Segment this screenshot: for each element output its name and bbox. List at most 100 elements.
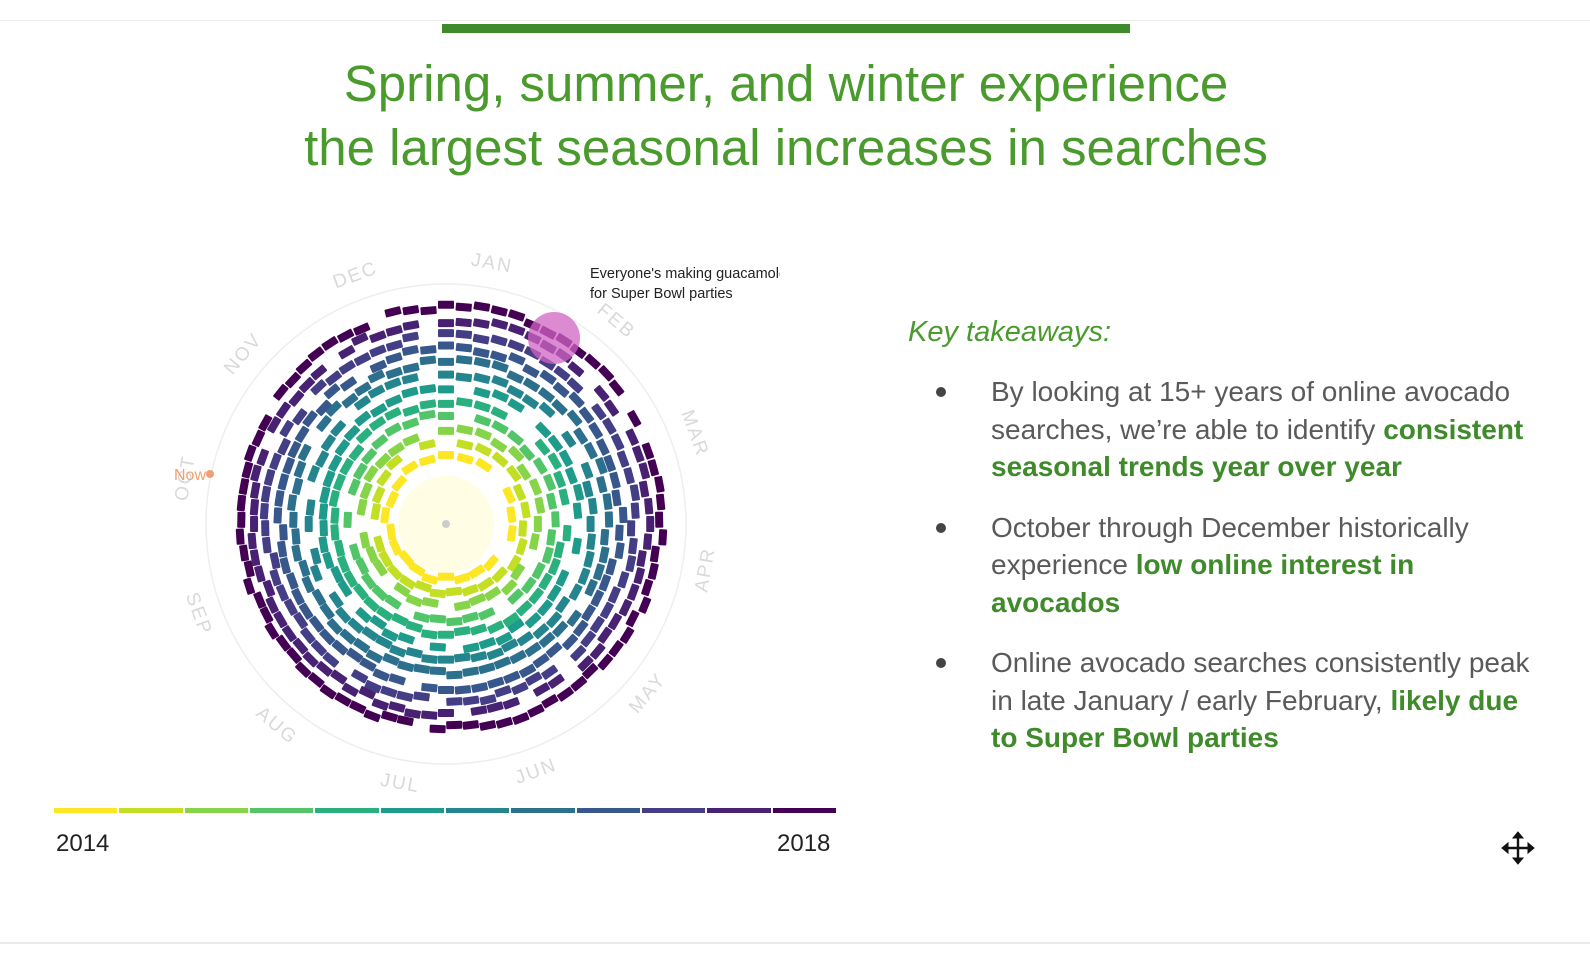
chart-cell (341, 392, 359, 409)
chart-cell (618, 599, 633, 617)
chart-cell (267, 416, 282, 434)
legend-segment (641, 808, 706, 813)
chart-cell (418, 454, 436, 467)
chart-cell (478, 662, 496, 675)
chart-cell (298, 602, 314, 620)
chart-cell (243, 560, 255, 578)
legend-start-year: 2014 (56, 830, 110, 857)
chart-cell (311, 588, 327, 606)
chart-cell (638, 462, 651, 480)
chart-cell (247, 532, 257, 550)
chart-cell (286, 572, 299, 590)
chart-cell (487, 676, 505, 689)
chart-cell (525, 671, 543, 686)
chart-cell (491, 451, 509, 468)
chart-cell (522, 377, 541, 393)
chart-cell (330, 507, 340, 524)
chart-cell (641, 442, 655, 460)
chart-cell (490, 406, 508, 421)
chart-cell (353, 462, 368, 480)
chart-cell (372, 559, 388, 577)
legend-segment (445, 808, 510, 813)
chart-cell (318, 536, 329, 554)
chart-cell (297, 443, 312, 462)
chart-cell (249, 549, 261, 567)
chart-cell (455, 329, 473, 340)
chart-cell (533, 516, 542, 532)
chart-cell (516, 463, 532, 481)
chart-cell (319, 628, 336, 646)
chart-cell (384, 594, 402, 610)
chart-cell (364, 680, 382, 694)
chart-cell (533, 682, 551, 697)
chart-cell (541, 694, 559, 709)
chart-cell (491, 360, 509, 373)
chart-cell (326, 618, 343, 635)
chart-cell (320, 434, 336, 452)
chart-cell (371, 698, 389, 711)
chart-cell (279, 557, 291, 575)
chart-cell (602, 493, 613, 510)
chart-cell (318, 503, 329, 520)
chart-cell (597, 653, 614, 671)
chart-cell (243, 577, 256, 595)
chart-cell (316, 661, 333, 677)
chart-cell (333, 473, 346, 491)
chart-cell (581, 604, 596, 622)
chart-cell (453, 652, 471, 663)
chart-cell (351, 669, 369, 684)
chart-cell (325, 400, 342, 417)
chart-cell (438, 572, 454, 581)
chart-cell (249, 499, 260, 516)
chart-cell (644, 498, 654, 515)
chart-cell (380, 710, 399, 723)
legend-segment (119, 808, 183, 813)
chart-cell (518, 520, 528, 537)
chart-cell (537, 599, 553, 616)
legend-segment (184, 808, 248, 813)
chart-cell (340, 376, 357, 392)
chart-cell (455, 372, 473, 383)
chart-cell (359, 482, 373, 500)
chart-cell (237, 511, 246, 528)
chart-cell (321, 336, 339, 351)
chart-cell (334, 439, 350, 457)
chart-cell (529, 533, 540, 551)
legend-segment (772, 808, 836, 813)
chart-cell (473, 356, 491, 368)
chart-cell (456, 452, 474, 465)
chart-cell (584, 353, 601, 370)
chart-cell (241, 461, 254, 479)
peak-marker (528, 312, 580, 364)
chart-cell (275, 584, 289, 602)
chart-cell (385, 352, 403, 365)
chart-cell (396, 690, 414, 702)
chart-cell (295, 661, 312, 678)
move-icon[interactable] (1500, 830, 1536, 866)
chart-cell (462, 642, 480, 654)
chart-cell (566, 609, 582, 627)
takeaway-highlight: likely due to Super Bowl parties (991, 684, 1519, 754)
chart-cell (375, 635, 393, 650)
chart-cell (547, 673, 565, 689)
chart-cell (292, 637, 309, 655)
chart-cell (511, 681, 529, 696)
key-takeaways-panel: Key takeaways: By looking at 15+ years o… (908, 316, 1548, 780)
chart-cell (611, 489, 622, 507)
chart-cell (244, 444, 257, 462)
chart-cell (541, 664, 559, 680)
chart-cell (438, 451, 454, 460)
chart-cell (373, 535, 386, 553)
legend-segment (576, 808, 640, 813)
chart-cell (367, 384, 386, 399)
chart-cell (259, 606, 274, 624)
chart-cell (330, 420, 347, 437)
chart-cell (512, 483, 527, 501)
chart-cell (471, 682, 489, 693)
chart-cell (292, 408, 308, 426)
chart-cell (649, 545, 660, 563)
chart-cell (421, 710, 438, 720)
chart-cell (519, 444, 535, 461)
chart-cell (294, 425, 310, 443)
chart-cell (388, 538, 403, 556)
